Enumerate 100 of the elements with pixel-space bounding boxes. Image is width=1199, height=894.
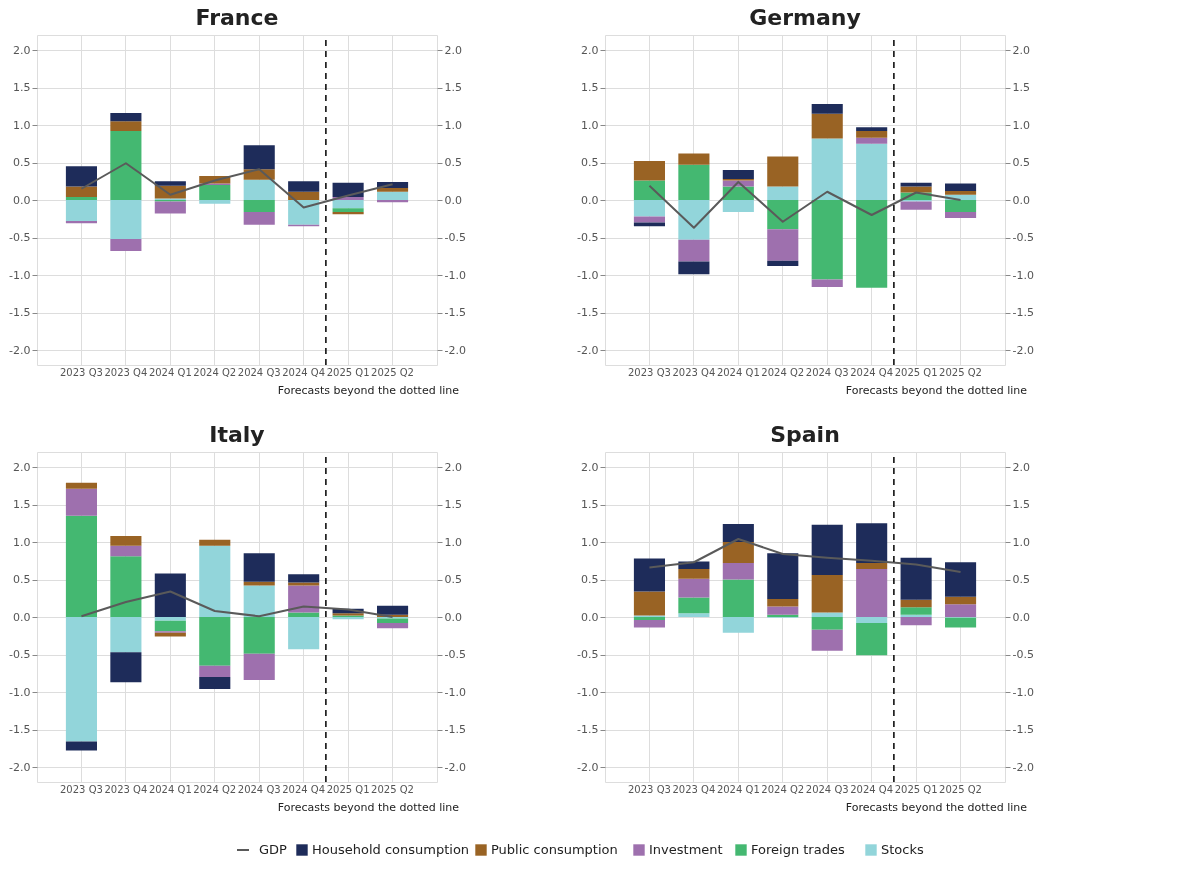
x-tick-label: 2025 Q1 bbox=[326, 783, 370, 795]
y-tick-label: 0.0 bbox=[581, 610, 599, 624]
y-tick-label: -2.0 bbox=[9, 343, 31, 357]
y2-tick-label: 0.0 bbox=[444, 610, 462, 624]
y2-tick-label: 1.5 bbox=[1012, 498, 1030, 511]
y2-tick-label: 0.0 bbox=[1012, 610, 1030, 624]
y2-tick-label: 0.5 bbox=[444, 573, 462, 586]
x-tick-label: 2025 Q2 bbox=[939, 366, 982, 378]
x-tick-label: 2024 Q4 bbox=[850, 783, 894, 795]
x-tick-label: 2024 Q2 bbox=[193, 366, 237, 378]
x-tick-label: 2023 Q3 bbox=[60, 783, 103, 795]
text: Forecasts beyond the dotted line bbox=[845, 801, 1028, 814]
y-tick-label: 0.0 bbox=[581, 193, 599, 207]
y2-tick-label: -2.0 bbox=[1012, 760, 1034, 774]
x-tick-label: 2023 Q3 bbox=[628, 783, 671, 795]
y-tick-label: 0.0 bbox=[13, 193, 31, 207]
y2-tick-label: 0.5 bbox=[1012, 573, 1030, 586]
y2-tick-label: -2.0 bbox=[444, 760, 466, 774]
x-tick-label: 2025 Q2 bbox=[371, 783, 414, 795]
chart-title: Germany bbox=[749, 5, 861, 31]
y-tick-label: 1.5 bbox=[581, 498, 599, 511]
x-tick-label: 2024 Q4 bbox=[282, 783, 326, 795]
x-tick-label: 2024 Q1 bbox=[716, 783, 760, 795]
y2-tick-label: -0.5 bbox=[1012, 648, 1034, 661]
y-tick-label: 1.0 bbox=[581, 118, 599, 132]
y2-tick-label: 1.0 bbox=[444, 535, 462, 549]
x-tick-label: 2024 Q4 bbox=[282, 366, 326, 378]
x-tick-label: 2023 Q4 bbox=[672, 783, 716, 795]
text: Forecasts beyond the dotted line bbox=[277, 384, 460, 397]
legend-label: Household consumption bbox=[312, 842, 470, 857]
x-tick-label: 2024 Q1 bbox=[148, 783, 192, 795]
y2-tick-label: -1.5 bbox=[1012, 306, 1034, 319]
y2-tick-label: -1.0 bbox=[444, 268, 466, 282]
text: Forecasts beyond the dotted line bbox=[845, 384, 1028, 397]
x-tick-label: 2025 Q2 bbox=[939, 783, 982, 795]
y2-tick-label: 0.0 bbox=[1012, 193, 1030, 207]
y-tick-label: -1.5 bbox=[9, 306, 31, 319]
y-tick-label: 0.5 bbox=[581, 156, 599, 169]
y-tick-label: -0.5 bbox=[9, 648, 31, 661]
x-tick-label: 2024 Q3 bbox=[237, 366, 281, 378]
legend-label: Public consumption bbox=[491, 842, 618, 857]
text: Forecasts beyond the dotted line bbox=[277, 801, 460, 814]
y2-tick-label: -1.5 bbox=[1012, 723, 1034, 736]
y-tick-label: 0.0 bbox=[13, 610, 31, 624]
legend-label: Foreign trades bbox=[751, 842, 845, 857]
y2-tick-label: -2.0 bbox=[1012, 343, 1034, 357]
legend-label: Stocks bbox=[881, 842, 924, 857]
y2-tick-label: 1.0 bbox=[444, 118, 462, 132]
y-tick-label: 2.0 bbox=[581, 460, 599, 474]
y2-tick-label: -0.5 bbox=[444, 231, 466, 244]
legend-label: GDP bbox=[259, 842, 288, 857]
y-tick-label: -2.0 bbox=[577, 343, 599, 357]
y2-tick-label: 0.5 bbox=[1012, 156, 1030, 169]
x-tick-label: 2024 Q4 bbox=[850, 366, 894, 378]
x-tick-label: 2024 Q1 bbox=[148, 366, 192, 378]
y2-tick-label: 1.5 bbox=[1012, 81, 1030, 94]
legend-label: Investment bbox=[649, 842, 723, 857]
y2-tick-label: 1.0 bbox=[1012, 118, 1030, 132]
x-tick-label: 2024 Q1 bbox=[716, 366, 760, 378]
y-tick-label: 1.5 bbox=[13, 81, 31, 94]
y2-tick-label: 1.5 bbox=[444, 498, 462, 511]
y-tick-label: -0.5 bbox=[9, 231, 31, 244]
x-tick-label: 2024 Q3 bbox=[805, 783, 849, 795]
x-tick-label: 2024 Q2 bbox=[193, 783, 237, 795]
x-tick-label: 2024 Q2 bbox=[761, 366, 805, 378]
x-tick-label: 2025 Q1 bbox=[894, 783, 938, 795]
y2-tick-label: 2.0 bbox=[444, 460, 462, 474]
y-tick-label: 0.5 bbox=[581, 573, 599, 586]
y2-tick-label: -0.5 bbox=[444, 648, 466, 661]
y-tick-label: -1.0 bbox=[577, 685, 599, 699]
y-tick-label: -0.5 bbox=[577, 648, 599, 661]
chart-title: Spain bbox=[770, 422, 840, 448]
y-tick-label: -1.5 bbox=[9, 723, 31, 736]
y-tick-label: -2.0 bbox=[577, 760, 599, 774]
y-tick-label: 1.0 bbox=[13, 535, 31, 549]
y2-tick-label: -1.0 bbox=[1012, 685, 1034, 699]
y2-tick-label: -0.5 bbox=[1012, 231, 1034, 244]
x-tick-label: 2024 Q2 bbox=[761, 783, 805, 795]
y-tick-label: 0.5 bbox=[13, 156, 31, 169]
y-tick-label: -1.0 bbox=[9, 685, 31, 699]
y-tick-label: 2.0 bbox=[581, 43, 599, 57]
y-tick-label: 1.0 bbox=[13, 118, 31, 132]
x-tick-label: 2024 Q3 bbox=[805, 366, 849, 378]
x-tick-label: 2024 Q3 bbox=[237, 783, 281, 795]
y2-tick-label: 0.0 bbox=[444, 193, 462, 207]
y-tick-label: -1.0 bbox=[577, 268, 599, 282]
y-tick-label: -0.5 bbox=[577, 231, 599, 244]
y-tick-label: -1.5 bbox=[577, 723, 599, 736]
y-tick-label: 1.5 bbox=[13, 498, 31, 511]
x-tick-label: 2025 Q1 bbox=[326, 366, 370, 378]
y2-tick-label: -1.5 bbox=[444, 306, 466, 319]
y2-tick-label: 2.0 bbox=[1012, 43, 1030, 57]
x-tick-label: 2023 Q4 bbox=[672, 366, 716, 378]
y2-tick-label: 1.5 bbox=[444, 81, 462, 94]
y2-tick-label: -1.5 bbox=[444, 723, 466, 736]
x-tick-label: 2025 Q2 bbox=[371, 366, 414, 378]
chart-title: France bbox=[195, 5, 279, 31]
x-tick-label: 2023 Q4 bbox=[104, 366, 148, 378]
x-tick-label: 2023 Q3 bbox=[628, 366, 671, 378]
y-tick-label: 2.0 bbox=[13, 43, 31, 57]
